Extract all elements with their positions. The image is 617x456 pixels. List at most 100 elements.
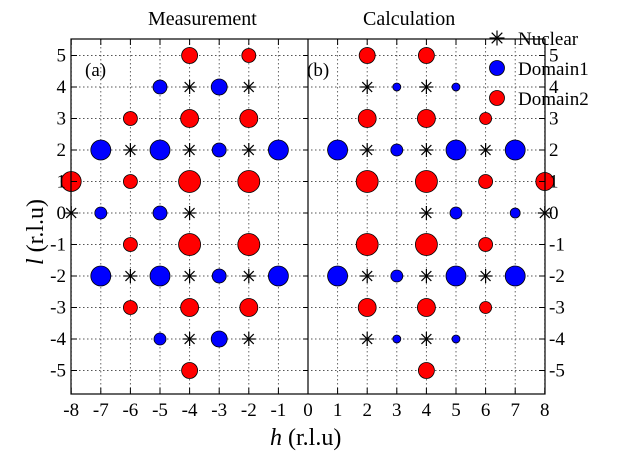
domain2-marker [178, 170, 202, 193]
x-tick-label: 0 [303, 400, 313, 421]
domain2-marker [479, 112, 493, 125]
domain1-marker [509, 207, 521, 219]
y-axis-var: l [23, 258, 49, 265]
nuclear-marker [360, 269, 375, 283]
domain1-marker [149, 265, 171, 287]
x-tick-label: -3 [211, 400, 227, 421]
domain2-marker [122, 300, 138, 315]
legend-domain2-marker [489, 90, 505, 106]
nuclear-marker [182, 269, 197, 283]
y-tick-label-right: 3 [549, 109, 559, 130]
domain2-marker [355, 170, 379, 193]
asterisk-stroke [184, 144, 195, 156]
x-tick-label: -6 [122, 400, 138, 421]
domain2-marker [357, 109, 377, 128]
domain2-marker [239, 109, 259, 128]
y-axis-unit: (r.l.u) [23, 199, 49, 252]
domain1-marker [90, 139, 112, 161]
x-tick-label: 6 [481, 400, 491, 421]
y-tick-label-left: -5 [50, 361, 66, 382]
asterisk-stroke [243, 144, 255, 156]
domain2-marker [180, 109, 200, 128]
y-tick-label-left: -2 [50, 266, 66, 287]
y-axis-label: l (r.l.u) [23, 199, 49, 265]
y-tick-label-left: -1 [50, 235, 66, 256]
y-tick-label-right: -5 [549, 361, 565, 382]
y-tick-label-right: 0 [549, 203, 559, 224]
asterisk-stroke [421, 207, 432, 219]
x-axis-var: h [270, 425, 282, 451]
y-tick-label-right: -3 [549, 298, 565, 319]
domain1-marker [149, 139, 171, 161]
nuclear-marker [360, 332, 375, 346]
nuclear-marker [182, 332, 197, 346]
asterisk-stroke [184, 270, 195, 282]
domain2-marker [122, 174, 138, 189]
domain2-marker [478, 174, 494, 189]
domain1-marker [445, 139, 467, 161]
nuclear-marker [182, 80, 197, 94]
x-axis-label: h (r.l.u) [270, 425, 341, 451]
nuclear-marker [241, 80, 256, 94]
y-tick-label-left: 4 [57, 77, 67, 98]
nuclear-marker [241, 332, 256, 346]
domain2-marker [181, 47, 199, 64]
asterisk-stroke [361, 333, 373, 345]
asterisk-stroke [243, 81, 255, 93]
x-tick-label: 5 [451, 400, 461, 421]
domain1-marker [451, 334, 461, 344]
legend-domain1-marker [489, 60, 505, 76]
x-tick-label: 4 [422, 400, 432, 421]
domain1-marker [504, 265, 526, 287]
domain1-marker [211, 268, 227, 284]
asterisk-stroke [184, 333, 195, 345]
nuclear-marker [419, 332, 434, 346]
nuclear-marker [478, 269, 493, 283]
domain1-marker [152, 205, 168, 221]
asterisk-stroke [125, 270, 136, 282]
asterisk-stroke [184, 81, 195, 93]
domain2-marker [122, 111, 138, 126]
domain2-marker [479, 301, 493, 314]
x-axis-unit: (r.l.u) [288, 425, 341, 451]
y-tick-label-left: 0 [57, 203, 67, 224]
asterisk-stroke [184, 207, 195, 219]
asterisk-stroke [361, 81, 373, 93]
domain1-marker [153, 332, 167, 346]
title-calculation: Calculation [363, 8, 455, 30]
x-tick-label: 2 [362, 400, 372, 421]
y-tick-label-right: 2 [549, 140, 559, 161]
x-tick-label: 1 [333, 400, 343, 421]
data-markers [60, 47, 555, 379]
domain1-marker [390, 143, 404, 157]
y-tick-label-right: -4 [549, 329, 565, 350]
nuclear-marker [419, 269, 434, 283]
x-tick-label: 7 [510, 400, 520, 421]
domain2-marker [237, 233, 261, 256]
legend-label-domain1: Domain1 [518, 59, 589, 80]
domain2-marker [178, 233, 202, 256]
x-tick-label: 3 [392, 400, 402, 421]
y-tick-label-left: -3 [50, 298, 66, 319]
y-tick-label-left: 1 [57, 172, 67, 193]
y-tick-label-left: 2 [57, 140, 67, 161]
domain1-marker [327, 139, 349, 161]
domain1-marker [449, 206, 463, 220]
axis-ticks [70, 39, 546, 394]
domain1-marker [210, 330, 228, 348]
domain2-marker [416, 109, 436, 128]
domain2-marker [414, 233, 438, 256]
legend-label-nuclear: Nuclear [518, 29, 579, 50]
asterisk-stroke [421, 81, 432, 93]
domain1-marker [90, 265, 112, 287]
x-tick-label: -2 [241, 400, 257, 421]
asterisk-stroke [421, 333, 432, 345]
domain1-marker [390, 269, 404, 283]
asterisk-stroke [480, 270, 491, 282]
x-tick-label: 8 [540, 400, 550, 421]
nuclear-marker [123, 143, 138, 157]
asterisk-stroke [125, 144, 136, 156]
domain2-marker [358, 47, 376, 64]
domain1-marker [210, 78, 228, 96]
